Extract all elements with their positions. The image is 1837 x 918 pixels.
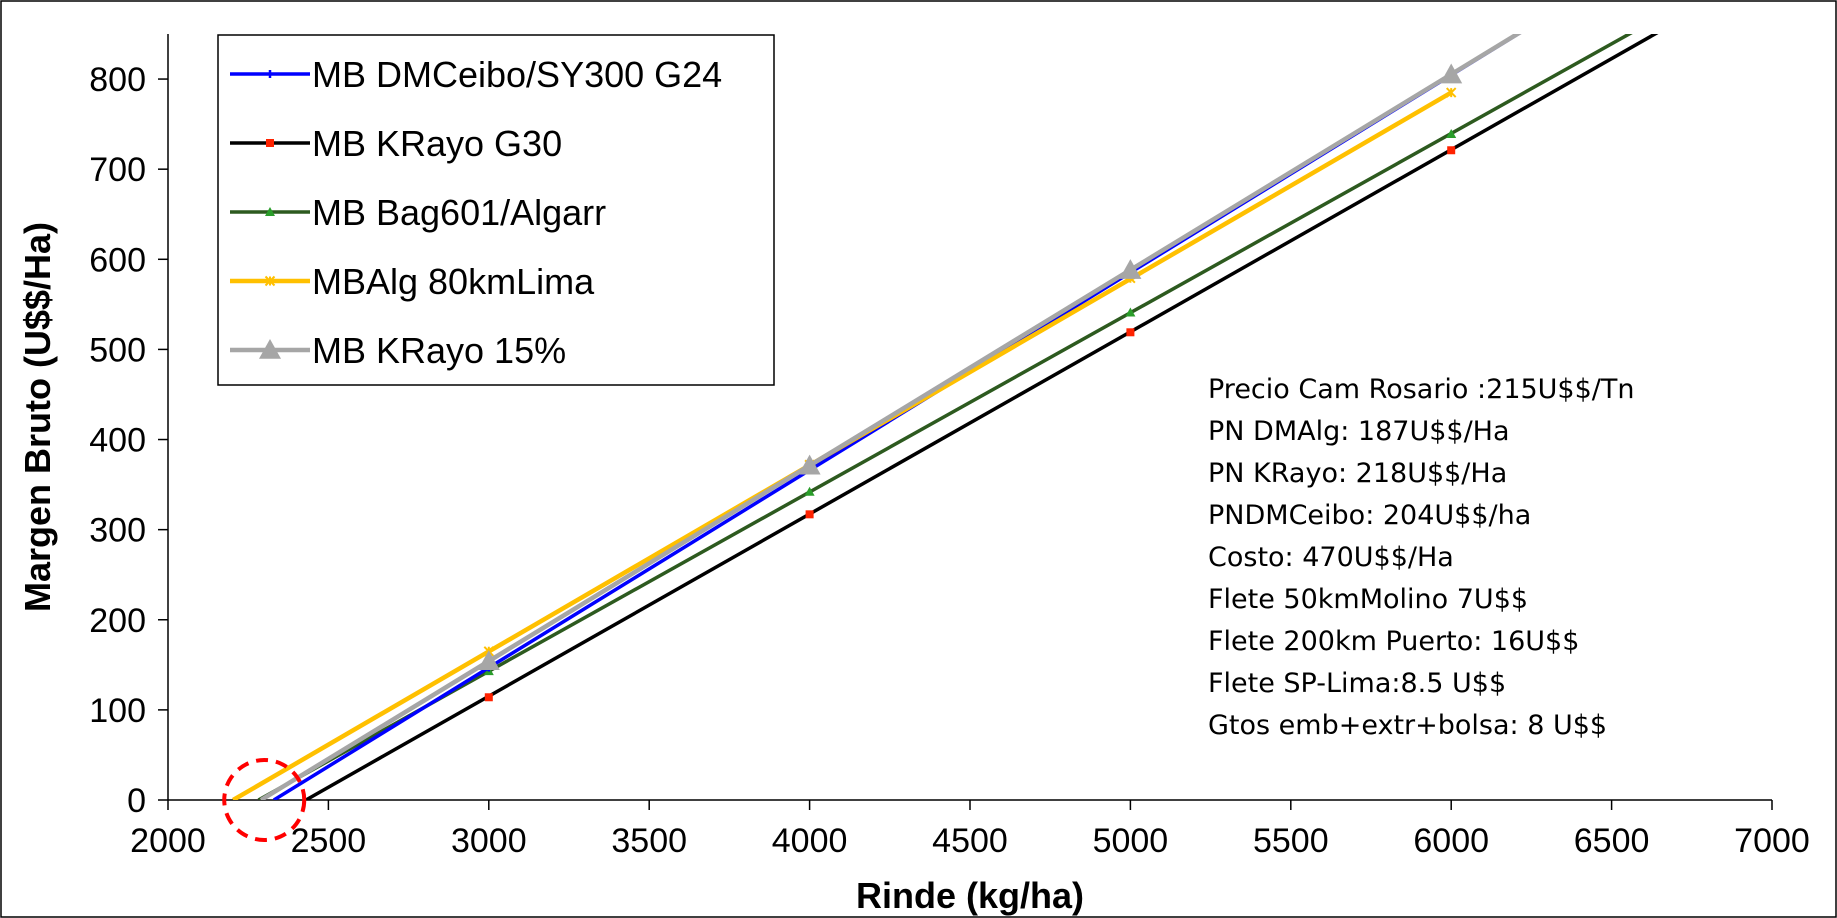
- y-tick-label: 400: [89, 422, 146, 460]
- annotation-line: Flete 200km Puerto: 16U$$: [1208, 626, 1579, 657]
- x-tick-label: 2000: [130, 822, 206, 860]
- series-marker: [1440, 63, 1463, 84]
- x-tick-label: 5000: [1093, 822, 1169, 860]
- y-tick-label: 500: [89, 331, 146, 369]
- annotation-line: PNDMCeibo: 204U$$/ha: [1208, 500, 1531, 531]
- x-tick-label: 2500: [291, 822, 367, 860]
- x-tick-label: 4000: [772, 822, 848, 860]
- annotation-line: Flete 50kmMolino 7U$$: [1208, 584, 1528, 615]
- series-marker: [1119, 259, 1142, 279]
- x-tick-label: 4500: [932, 822, 1008, 860]
- legend-label: MB DMCeibo/SY300 G24: [312, 54, 722, 95]
- y-tick-label: 600: [89, 241, 146, 279]
- annotation-line: Costo: 470U$$/Ha: [1208, 542, 1454, 573]
- series-marker: [265, 207, 275, 216]
- y-tick-label: 100: [89, 692, 146, 730]
- series-marker: [484, 693, 493, 702]
- x-tick-label: 5500: [1253, 822, 1329, 860]
- y-tick-label: 800: [89, 61, 146, 99]
- series-marker: [477, 650, 500, 671]
- annotation-line: PN KRayo: 218U$$/Ha: [1208, 458, 1507, 489]
- legend-entry: MBAlg 80kmLima: [230, 261, 595, 302]
- legend: MB DMCeibo/SY300 G24 MB KRayo G30 MB Bag60…: [217, 34, 775, 386]
- legend-entry: MB Bag601/Algarr: [230, 192, 606, 233]
- series-marker: [259, 339, 281, 359]
- series-marker: [1126, 328, 1135, 337]
- highlight-circle: [222, 758, 307, 842]
- series-layer: [231, 34, 1659, 800]
- series-marker: [1445, 87, 1457, 98]
- x-tick-label: 7000: [1734, 822, 1810, 860]
- series-marker: [805, 510, 814, 519]
- series-1: [305, 34, 1659, 800]
- legend-box: [217, 34, 775, 386]
- x-tick-label: 6000: [1413, 822, 1489, 860]
- annotation-line: PN DMAlg: 187U$$/Ha: [1208, 416, 1510, 447]
- y-axis-title: Margen Bruto (U$$/Ha): [17, 222, 58, 612]
- y-tick-label: 0: [127, 782, 146, 820]
- y-tick-label: 300: [89, 512, 146, 550]
- legend-entry: MB KRayo G30: [230, 123, 562, 164]
- legend-entry: MB KRayo 15%: [230, 330, 566, 371]
- series-line: [305, 34, 1659, 800]
- y-tick-label: 200: [89, 602, 146, 640]
- legend-label: MB Bag601/Algarr: [312, 192, 606, 233]
- axes: 2000 2500 3000 3500 4000 4500 5000 5500 6000 6500…: [89, 34, 1810, 860]
- annotation-line: Precio Cam Rosario :215U$$/Tn: [1208, 374, 1635, 405]
- series-marker: [266, 139, 274, 147]
- series-2: [257, 34, 1633, 800]
- x-axis-title: Rinde (kg/ha): [856, 875, 1084, 916]
- series-marker: [798, 454, 821, 475]
- x-tick-label: 3000: [451, 822, 527, 860]
- annotation-block: Precio Cam Rosario :215U$$/Tn PN DMAlg: 1…: [1208, 374, 1635, 741]
- series-marker: [1446, 129, 1457, 139]
- x-tick-label: 3500: [611, 822, 687, 860]
- legend-label: MB KRayo 15%: [312, 330, 566, 371]
- legend-label: MBAlg 80kmLima: [312, 261, 595, 302]
- annotation-line: Gtos emb+extr+bolsa: 8 U$$: [1208, 710, 1607, 741]
- legend-entry: MB DMCeibo/SY300 G24: [230, 54, 722, 95]
- series-line: [259, 34, 1522, 800]
- series-marker: [1125, 307, 1136, 317]
- annotation-line: Flete SP-Lima:8.5 U$$: [1208, 668, 1506, 699]
- series-marker: [804, 486, 815, 496]
- series-4: [259, 34, 1522, 800]
- y-tick-label: 700: [89, 151, 146, 189]
- series-marker: [266, 70, 274, 78]
- highlight-layer: [222, 758, 307, 842]
- series-marker: [264, 275, 276, 287]
- series-marker: [1447, 146, 1456, 155]
- legend-label: MB KRayo G30: [312, 123, 562, 164]
- x-tick-label: 6500: [1574, 822, 1650, 860]
